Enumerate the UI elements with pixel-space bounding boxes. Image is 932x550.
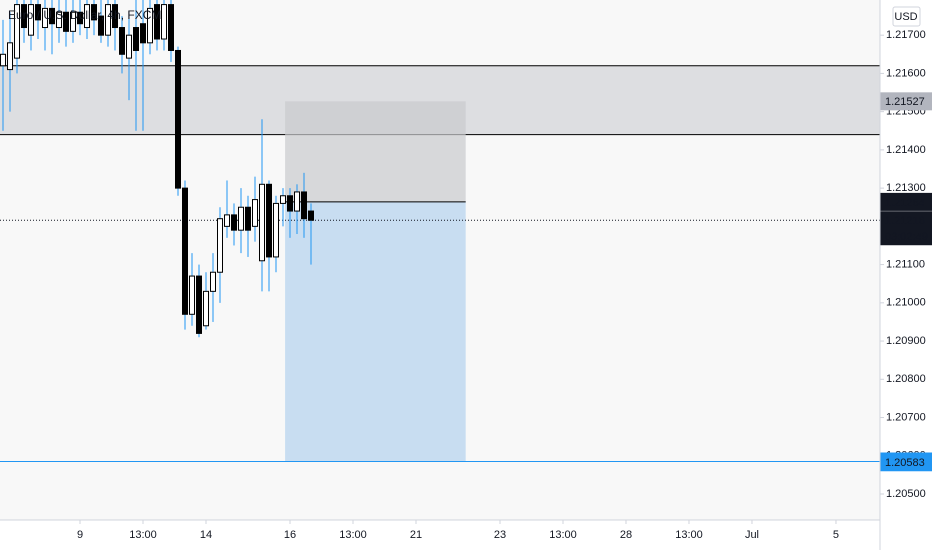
candle-body	[112, 4, 119, 29]
candle-body	[49, 7, 56, 25]
x-tick-label: 28	[620, 529, 632, 541]
candle-body	[265, 183, 272, 258]
y-tick-label: 1.21700	[886, 29, 926, 41]
y-tick-label: 1.20800	[886, 373, 926, 385]
candle-body	[279, 195, 286, 204]
candle-body	[210, 271, 217, 292]
candle-body	[258, 183, 265, 262]
candle-body	[77, 11, 84, 25]
target-area	[285, 201, 466, 462]
y-tick-label: 1.20500	[886, 488, 926, 500]
candle-body	[63, 11, 70, 32]
x-tick-label: 13:00	[129, 529, 157, 541]
chart-title: Euro / U.S. Dollar, 4h, FXCM	[8, 8, 161, 22]
price-label: 1.20583	[885, 457, 925, 469]
axes: 1.205001.206001.207001.208001.209001.210…	[77, 29, 932, 541]
x-tick-label: 16	[284, 529, 296, 541]
y-tick-label: 1.21000	[886, 297, 926, 309]
price-label-box	[880, 453, 932, 472]
candle-body	[21, 4, 28, 29]
x-tick-label: 23	[494, 529, 506, 541]
candle-body	[7, 42, 14, 71]
last-price-box	[880, 211, 932, 246]
candle-body	[35, 4, 42, 21]
candle-body	[307, 210, 314, 221]
candle-body	[119, 27, 126, 55]
candle-body	[168, 4, 175, 51]
x-tick-label: Jul	[745, 529, 759, 541]
candle-body	[105, 4, 112, 36]
candle-body	[189, 275, 196, 315]
currency[interactable]: USD	[894, 11, 917, 23]
candle-body	[251, 199, 258, 227]
y-tick-label: 1.21300	[886, 182, 926, 194]
candle-body	[161, 4, 168, 40]
candle-body	[182, 187, 189, 315]
x-tick-label: 13:00	[549, 529, 577, 541]
candle-body	[0, 53, 7, 67]
x-tick-label: 21	[410, 529, 422, 541]
candle-body	[91, 4, 98, 21]
candle-body	[272, 202, 279, 258]
candle-body	[203, 290, 210, 327]
candle-body	[230, 214, 237, 231]
candle-body	[217, 218, 223, 273]
x-tick-label: 13:00	[339, 529, 367, 541]
stop-area	[285, 101, 466, 202]
candle-body	[223, 214, 230, 227]
y-tick-label: 1.21400	[886, 144, 926, 156]
y-tick-label: 1.21600	[886, 67, 926, 79]
candle-body	[244, 206, 251, 231]
price-label-box	[880, 92, 932, 111]
candle-body	[147, 7, 154, 44]
candle-body	[300, 191, 307, 220]
candle-body	[175, 49, 182, 189]
candle-body	[42, 7, 49, 29]
x-tick-label: 13:00	[675, 529, 703, 541]
candle-body	[237, 206, 244, 231]
candle-body	[70, 11, 77, 32]
candle-body	[286, 195, 293, 212]
y-tick-label: 1.20700	[886, 411, 926, 423]
price-label-box	[880, 192, 932, 211]
last-price-label: 1.21216	[885, 215, 925, 227]
candle-body	[84, 4, 91, 29]
candle-body	[28, 4, 35, 36]
candle-body	[140, 23, 147, 44]
candle-body	[293, 191, 300, 212]
candle-body	[98, 15, 105, 36]
countdown: 03:02:49	[885, 231, 928, 243]
x-tick-label: 5	[833, 529, 839, 541]
y-tick-label: 1.21100	[886, 258, 925, 270]
price-label: 1.21527	[885, 96, 925, 108]
y-tick-label: 1.20900	[886, 335, 926, 347]
candle-body	[14, 4, 21, 59]
x-tick-label: 14	[200, 529, 212, 541]
candle-body	[154, 4, 161, 40]
currency-box[interactable]	[892, 6, 921, 27]
candle-body	[196, 275, 203, 334]
candle-body	[133, 27, 140, 51]
candle-body	[56, 11, 63, 29]
candle-body	[126, 34, 133, 59]
plot	[0, 0, 880, 462]
price-label: 1.21264	[885, 197, 925, 209]
x-tick-label: 9	[77, 529, 83, 541]
